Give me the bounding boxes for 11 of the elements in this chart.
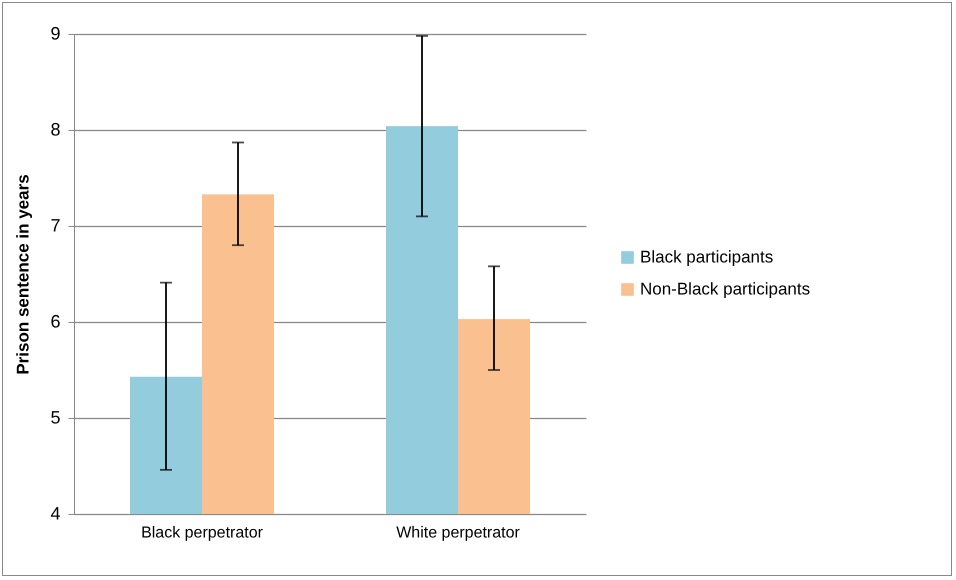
y-tick-label: 9 — [50, 24, 60, 44]
y-tick-label: 4 — [50, 504, 60, 524]
y-axis-title: Prison sentence in years — [13, 174, 32, 375]
legend-label: Black participants — [640, 248, 774, 266]
x-tick-label: White perpetrator — [396, 524, 520, 542]
y-tick-label: 8 — [50, 120, 60, 140]
y-tick-label: 7 — [50, 216, 60, 236]
x-tick-label: Black perpetrator — [141, 524, 264, 542]
legend-label: Non-Black participants — [640, 280, 810, 298]
y-tick-label: 6 — [50, 312, 60, 332]
y-tick-label: 5 — [50, 408, 60, 428]
